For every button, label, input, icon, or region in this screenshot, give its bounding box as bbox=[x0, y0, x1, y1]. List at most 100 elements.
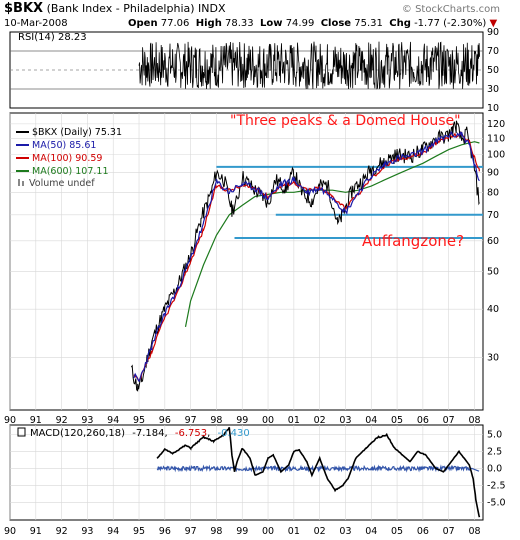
macd-x-label: 08 bbox=[468, 526, 480, 537]
macd-x-label: 05 bbox=[391, 526, 403, 537]
price-x-label: 94 bbox=[107, 415, 119, 426]
price-x-label: 92 bbox=[56, 415, 68, 426]
price-tick-label: 50 bbox=[487, 267, 499, 278]
macd-x-label: 90 bbox=[4, 526, 16, 537]
chart-title: $BKX (Bank Index - Philadelphia) INDX bbox=[4, 2, 226, 16]
price-tick-label: 70 bbox=[487, 210, 499, 221]
price-x-label: 93 bbox=[81, 415, 93, 426]
price-x-label: 06 bbox=[417, 415, 429, 426]
rsi-tick-label: 10 bbox=[487, 103, 499, 114]
price-tick-label: 90 bbox=[487, 167, 499, 178]
chart-date: 10-Mar-2008 bbox=[4, 18, 68, 29]
price-legend: $BKX (Daily) 75.31 MA(50) 85.61 MA(100) … bbox=[16, 127, 122, 189]
macd-x-label: 91 bbox=[30, 526, 42, 537]
macd-legend-label: MACD(120,260,18) bbox=[30, 428, 125, 439]
high-value: 78.33 bbox=[225, 18, 254, 29]
price-x-label: 01 bbox=[288, 415, 300, 426]
low-label: Low bbox=[260, 18, 283, 29]
legend-price: $BKX (Daily) 75.31 bbox=[32, 127, 122, 138]
price-tick-label: 100 bbox=[487, 150, 505, 161]
legend-volume: Volume undef bbox=[29, 178, 95, 189]
volume-icon-bar bbox=[22, 181, 24, 186]
macd-x-label: 95 bbox=[133, 526, 145, 537]
symbol: $BKX bbox=[4, 1, 44, 16]
price-tick-label: 120 bbox=[487, 119, 505, 130]
price-tick-label: 80 bbox=[487, 187, 499, 198]
macd-histogram-line bbox=[156, 464, 480, 473]
macd-legend-macd: -7.184 bbox=[132, 428, 164, 439]
svg-text:MACD(120,260,18) -7.184,: MACD(120,260,18) -7.184, -6.753, -0.430 bbox=[30, 428, 250, 439]
price-x-label: 91 bbox=[30, 415, 42, 426]
macd-x-label: 94 bbox=[107, 526, 119, 537]
volume-icon bbox=[18, 179, 20, 186]
macd-tick-label: 5.0 bbox=[487, 430, 502, 441]
macd-line bbox=[156, 426, 481, 518]
macd-x-label: 93 bbox=[81, 526, 93, 537]
ohlc-readout: Open 77.06 High 78.33 Low 74.99 Close 75… bbox=[128, 17, 497, 31]
annotation-title: "Three peaks & a Domed House" bbox=[230, 113, 461, 129]
open-value: 77.06 bbox=[160, 18, 190, 29]
ma600-line bbox=[184, 141, 480, 328]
price-x-label: 95 bbox=[133, 415, 145, 426]
macd-x-label: 04 bbox=[365, 526, 377, 537]
high-label: High bbox=[195, 18, 222, 29]
rsi-tick-label: 90 bbox=[487, 27, 499, 38]
price-panel: 120 110 100 90 80 70 60 50 40 30 bbox=[9, 112, 505, 411]
low-value: 74.99 bbox=[285, 18, 315, 29]
macd-x-label: 01 bbox=[288, 526, 300, 537]
macd-x-label: 03 bbox=[339, 526, 351, 537]
macd-x-label: 92 bbox=[56, 526, 68, 537]
macd-legend-signal: -6.753 bbox=[175, 428, 207, 439]
rsi-panel: 90 70 50 30 10 bbox=[9, 27, 499, 114]
price-tick-label: 110 bbox=[487, 134, 505, 145]
macd-legend-icon bbox=[17, 427, 26, 437]
chg-value: -1.77 (-2.30%) bbox=[414, 18, 487, 29]
close-value: 75.31 bbox=[354, 18, 383, 29]
rsi-tick-label: 70 bbox=[487, 46, 499, 57]
price-tick-label: 30 bbox=[487, 353, 499, 364]
macd-tick-label: -5.0 bbox=[487, 497, 506, 508]
price-x-label: 00 bbox=[262, 415, 274, 426]
price-x-label: 07 bbox=[443, 415, 455, 426]
rsi-line bbox=[138, 41, 480, 90]
price-x-label: 08 bbox=[468, 415, 480, 426]
price-x-label: 90 bbox=[4, 415, 16, 426]
macd-tick-label: 2.5 bbox=[487, 446, 502, 457]
chg-label: Chg bbox=[389, 18, 411, 29]
ma50-line bbox=[133, 130, 480, 382]
legend-ma50: MA(50) 85.61 bbox=[32, 140, 96, 151]
price-x-label: 02 bbox=[314, 415, 326, 426]
close-label: Close bbox=[320, 18, 352, 29]
macd-x-label: 99 bbox=[236, 526, 248, 537]
price-tick-label: 60 bbox=[487, 236, 499, 247]
index-name: (Bank Index - Philadelphia) bbox=[46, 2, 195, 15]
macd-frame bbox=[9, 424, 484, 521]
macd-tick-label: -2.5 bbox=[487, 480, 506, 491]
price-tick-label: 40 bbox=[487, 304, 499, 315]
macd-x-label: 98 bbox=[210, 526, 222, 537]
price-x-label: 04 bbox=[365, 415, 377, 426]
macd-x-label: 07 bbox=[443, 526, 455, 537]
annotation-zone: Auffangzone? bbox=[362, 232, 464, 250]
macd-x-label: 97 bbox=[185, 526, 197, 537]
macd-legend-hist: -0.430 bbox=[217, 428, 249, 439]
price-x-label: 03 bbox=[339, 415, 351, 426]
exchange: INDX bbox=[198, 2, 226, 15]
open-label: Open bbox=[128, 18, 158, 29]
macd-x-label: 02 bbox=[314, 526, 326, 537]
macd-tick-label: 0.0 bbox=[487, 463, 502, 474]
price-x-label: 97 bbox=[185, 415, 197, 426]
rsi-legend: RSI(14) 28.23 bbox=[18, 32, 87, 43]
price-x-label: 98 bbox=[210, 415, 222, 426]
macd-x-label: 96 bbox=[159, 526, 171, 537]
legend-ma100: MA(100) 90.59 bbox=[32, 153, 102, 164]
watermark: © StockCharts.com bbox=[401, 4, 500, 15]
price-x-label: 99 bbox=[236, 415, 248, 426]
price-x-label: 96 bbox=[159, 415, 171, 426]
price-x-label: 05 bbox=[391, 415, 403, 426]
x-axes: 90 91 92 93 94 95 96 97 98 99 00 01 02 03 04 05 06 07 08 90… bbox=[4, 415, 481, 537]
macd-legend: MACD(120,260,18) -7.184, -6.753, -0.430 bbox=[17, 427, 250, 439]
macd-panel: 5.0 2.5 0.0 -2.5 -5.0 bbox=[9, 424, 506, 521]
macd-x-label: 06 bbox=[417, 526, 429, 537]
